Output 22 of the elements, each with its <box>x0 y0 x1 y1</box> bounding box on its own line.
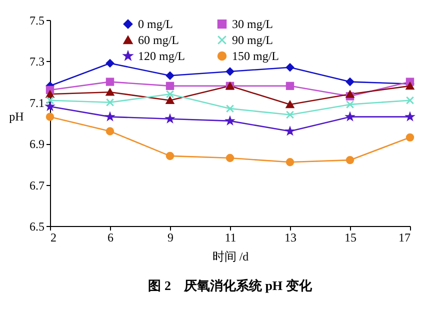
x-tick-label: 11 <box>224 230 236 244</box>
x-axis-title: 时间 /d <box>212 250 249 264</box>
x-tick-label: 13 <box>284 230 296 244</box>
legend-label: 90 mg/L <box>232 33 273 47</box>
legend-label: 0 mg/L <box>138 17 173 32</box>
y-tick-label: 7.3 <box>30 54 44 69</box>
x-tick-label: 15 <box>344 230 356 244</box>
x-tick-label: 9 <box>168 230 174 244</box>
y-axis-title: pH <box>9 110 24 124</box>
x-tick-label: 17 <box>398 230 410 244</box>
legend-label: 30 mg/L <box>232 17 273 32</box>
y-tick-label: 6.9 <box>30 137 44 152</box>
legend-label: 150 mg/L <box>232 49 279 63</box>
legend-label: 120 mg/L <box>138 49 185 63</box>
y-tick-label: 7.5 <box>30 14 44 28</box>
y-tick-label: 6.5 <box>30 220 44 234</box>
x-tick-label: 6 <box>108 230 114 244</box>
x-tick-label: 2 <box>50 230 56 244</box>
y-tick-label: 6.7 <box>30 178 44 192</box>
text: 图 2 厌氧消化系统 pH 变化 <box>148 278 313 293</box>
legend-label: 60 mg/L <box>138 33 179 47</box>
y-tick-label: 7.1 <box>30 96 44 110</box>
